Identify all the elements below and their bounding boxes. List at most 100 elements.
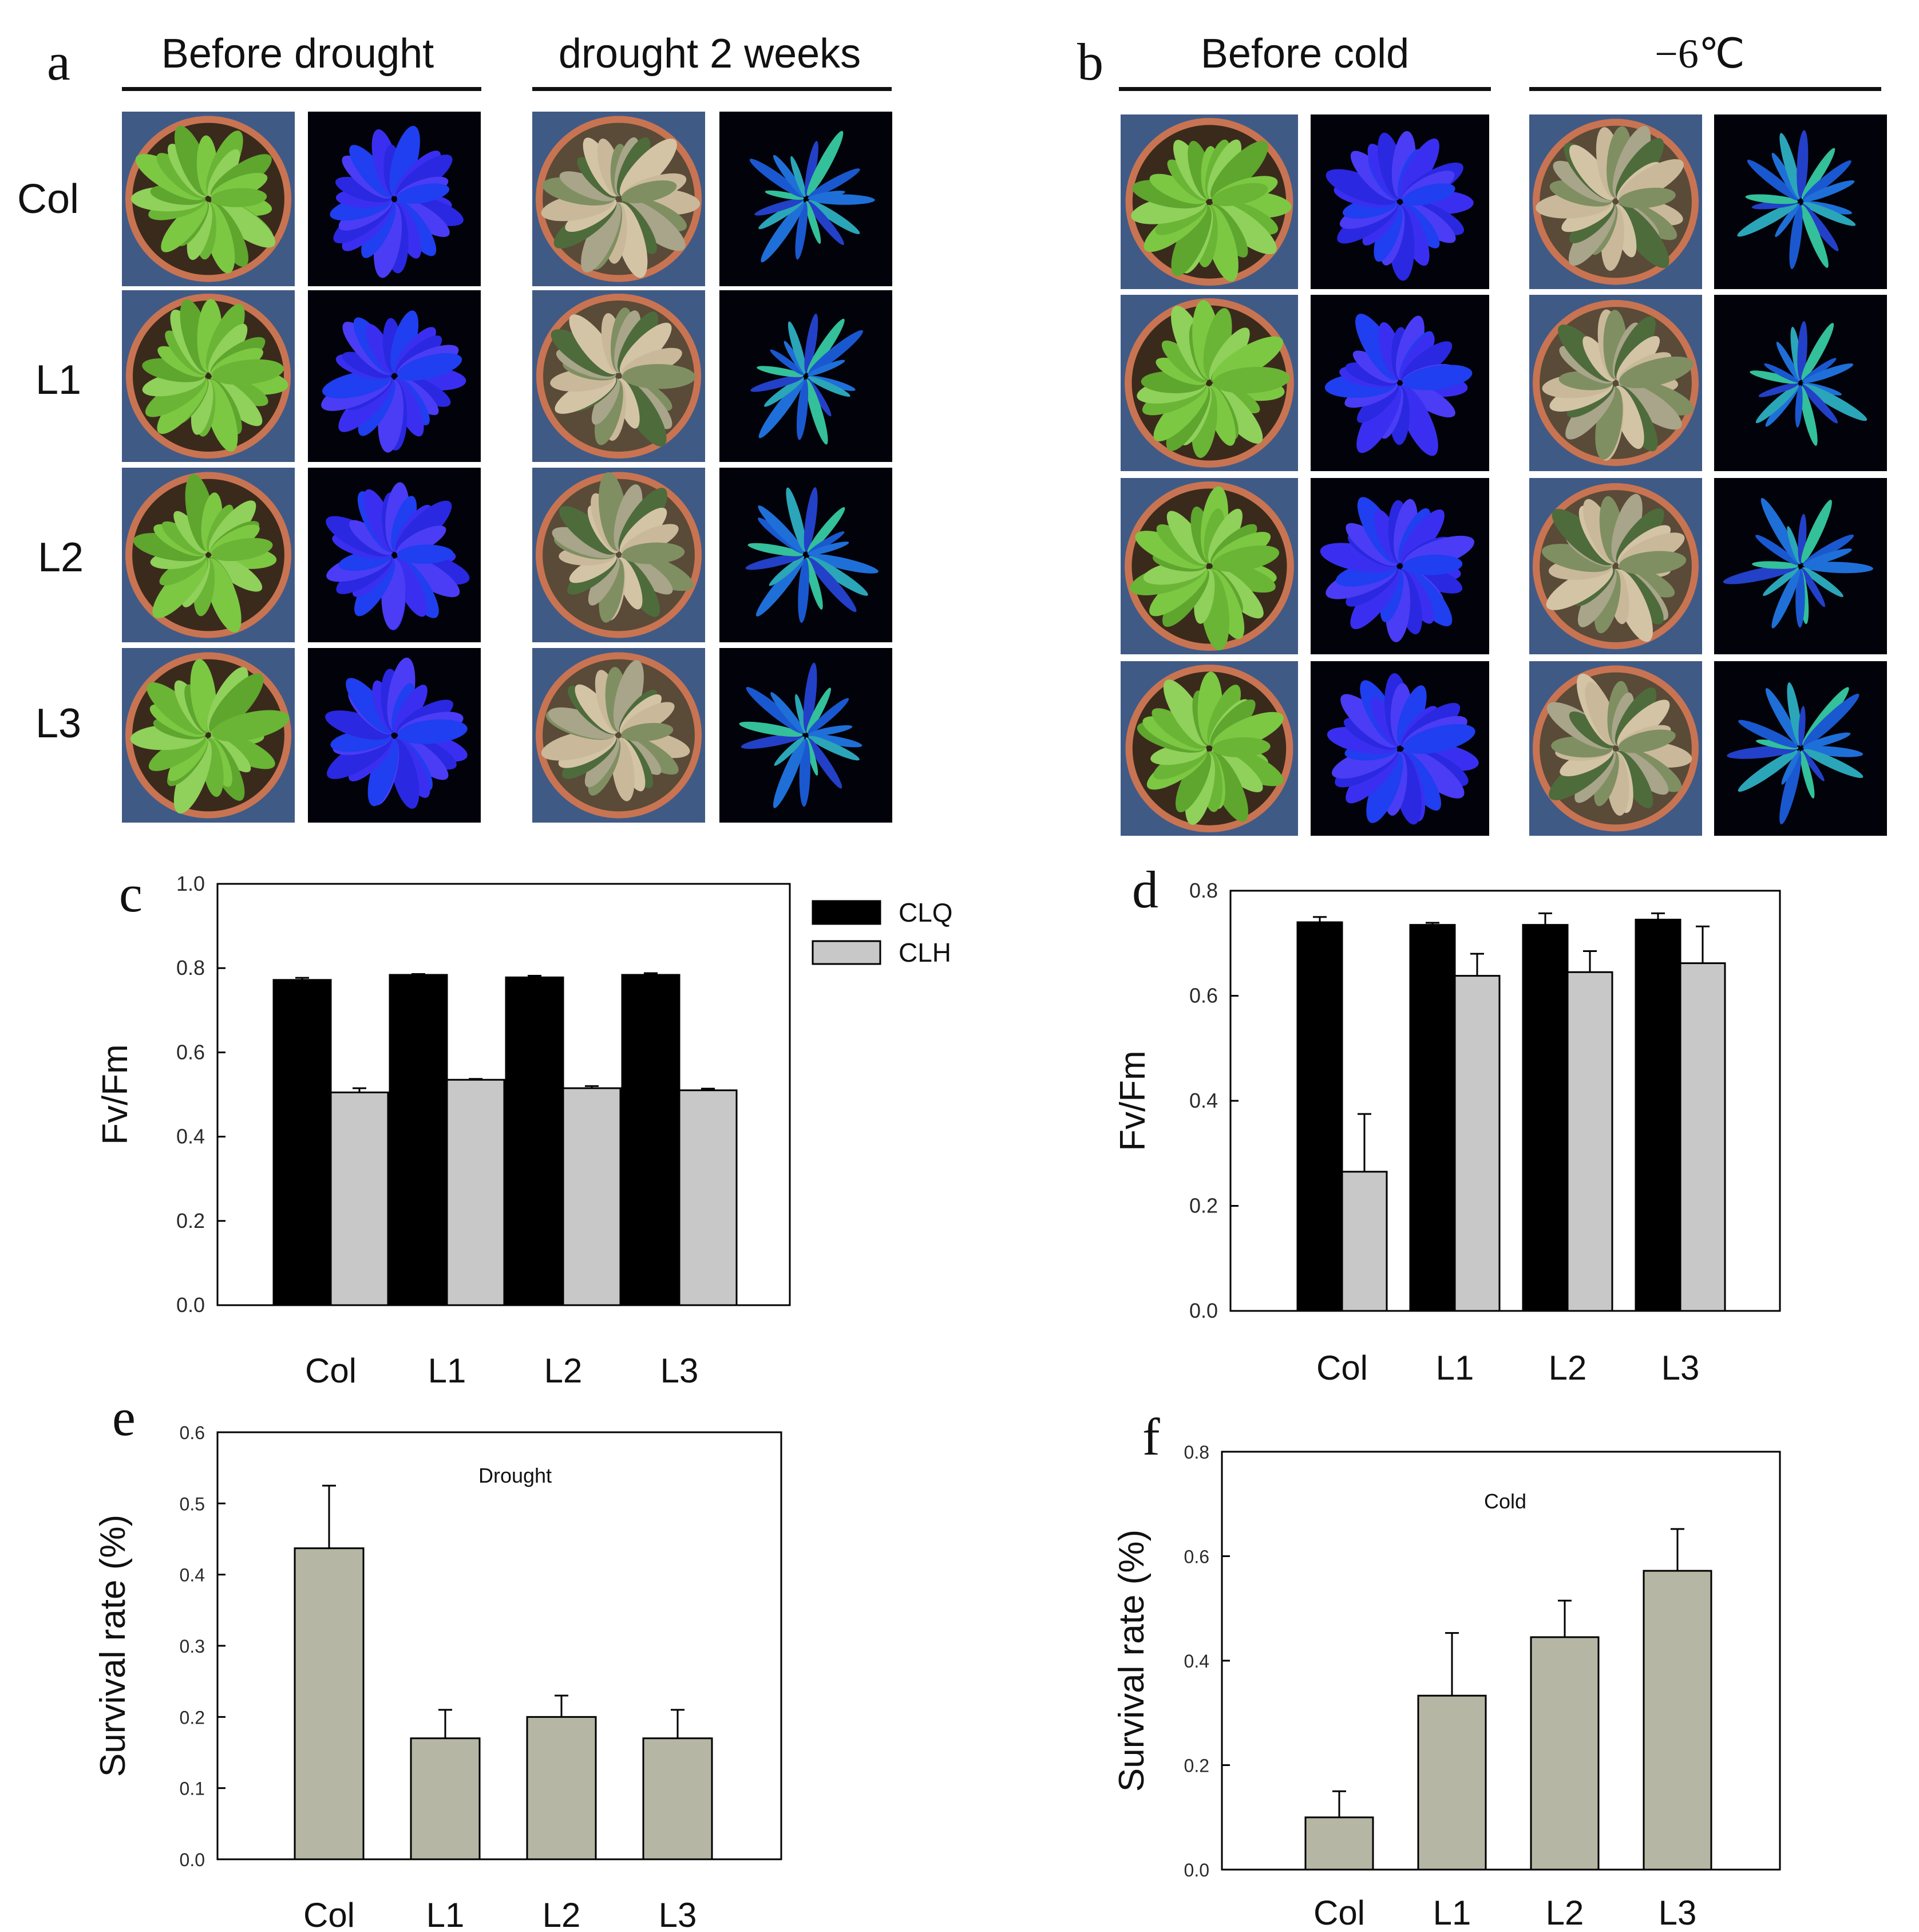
bar: [1566, 971, 1613, 1312]
bar: [330, 1091, 389, 1306]
y-tick-label: 0.2: [180, 1707, 205, 1728]
bar: [1679, 962, 1726, 1312]
bar: [446, 1078, 505, 1306]
y-axis-label: Fv/Fm: [96, 1044, 135, 1145]
y-axis-label: Survival rate (%): [93, 1515, 133, 1777]
tile-a-l3-drought-2-weeks-photo: [532, 648, 705, 823]
bar: [678, 1089, 738, 1306]
bar: [1643, 1570, 1712, 1871]
y-axis-label: Fv/Fm: [1113, 1050, 1153, 1151]
tile-b-col-before-cold-photo: [1121, 114, 1298, 289]
tile-a-col-before-drought-fluorescence: [308, 112, 481, 286]
y-tick-label: 0.8: [176, 956, 205, 979]
y-tick-label: 0.4: [180, 1565, 205, 1586]
tile-a-l3-before-drought-fluorescence: [308, 648, 481, 823]
x-tick-label: L2: [544, 1352, 583, 1390]
y-tick-label: 0.6: [180, 1423, 205, 1443]
bar: [1522, 924, 1569, 1312]
x-tick-label: Col: [305, 1352, 357, 1390]
y-tick-label: 1.0: [176, 872, 205, 895]
tile-a-col-drought-2-weeks-photo: [532, 112, 705, 286]
condition-label-before-cold: Before cold: [1200, 31, 1410, 77]
tile-b-col-minus-6c-fluorescence: [1714, 114, 1887, 289]
tile-b-l3-minus-6c-photo: [1529, 661, 1702, 836]
panel-letter-d: d: [1132, 860, 1158, 919]
y-tick-label: 0.2: [1184, 1756, 1209, 1776]
tile-a-l3-before-drought-photo: [122, 648, 295, 823]
y-tick-label: 0.0: [176, 1293, 205, 1317]
bar: [1417, 1694, 1487, 1871]
x-tick-label: L3: [660, 1352, 699, 1390]
y-tick-label: 0.1: [180, 1779, 205, 1799]
row-label-l1: L1: [35, 357, 82, 403]
tile-b-l2-minus-6c-photo: [1529, 478, 1702, 654]
tile-a-l1-before-drought-fluorescence: [308, 290, 481, 462]
tile-b-l1-before-cold-photo: [1121, 295, 1298, 471]
chart-c-fvfm-drought: 0.0 0.2 0.4 0.6 0.8 1.0 Col L1 L2 L3 Fv/Fm CLQ CLH: [96, 872, 953, 1390]
condition-rule-drought-2-weeks: [532, 87, 892, 91]
y-axis-label: Survival rate (%): [1112, 1530, 1152, 1792]
tile-b-col-before-cold-fluorescence: [1311, 114, 1489, 289]
tile-b-l2-before-cold-photo: [1121, 478, 1298, 654]
condition-rule-minus-6c: [1529, 87, 1881, 91]
bar: [389, 974, 448, 1306]
x-tick-label: L2: [1546, 1894, 1584, 1932]
x-tick-label: L2: [1549, 1349, 1587, 1387]
tile-a-l2-before-drought-photo: [122, 468, 295, 642]
row-label-col: Col: [17, 176, 80, 222]
condition-label-before-drought: Before drought: [161, 31, 434, 77]
bar: [410, 1737, 481, 1860]
tile-b-l1-before-cold-fluorescence: [1311, 295, 1489, 471]
bar: [1296, 921, 1343, 1312]
tile-a-l1-drought-2-weeks-photo: [532, 290, 705, 462]
tile-a-col-drought-2-weeks-fluorescence: [719, 112, 892, 286]
y-tick-label: 0.3: [180, 1636, 205, 1657]
panel-letter-a: a: [47, 33, 70, 91]
tile-a-l1-before-drought-photo: [122, 290, 295, 462]
bar: [1304, 1816, 1374, 1871]
chart-e-survival-drought: 0.0 0.1 0.2 0.3 0.4 0.5 0.6 Col L1 L2 L3 Survival r…: [93, 1423, 782, 1932]
bar: [505, 976, 564, 1306]
y-tick-label: 0.6: [1184, 1547, 1209, 1567]
row-label-l2: L2: [38, 535, 84, 580]
y-tick-label: 0.6: [1189, 984, 1218, 1008]
panel-letter-c: c: [119, 864, 143, 923]
legend-swatch-clq: [812, 900, 881, 925]
bar: [1530, 1636, 1600, 1871]
tile-a-l2-before-drought-fluorescence: [308, 468, 481, 642]
y-tick-label: 0.4: [1184, 1651, 1209, 1672]
condition-label-drought-2-weeks: drought 2 weeks: [558, 31, 861, 77]
bar: [642, 1737, 713, 1860]
tile-a-l2-drought-2-weeks-fluorescence: [719, 468, 892, 642]
x-tick-label: Col: [1316, 1349, 1368, 1387]
chart-annotation: Cold: [1484, 1490, 1526, 1513]
tile-b-l3-before-cold-photo: [1121, 661, 1298, 836]
tile-b-l1-minus-6c-photo: [1529, 295, 1702, 471]
panel-letter-b: b: [1077, 33, 1103, 91]
bar: [1341, 1171, 1388, 1312]
x-tick-label: L2: [543, 1896, 581, 1932]
y-tick-label: 0.8: [1189, 879, 1218, 902]
chart-d-fvfm-cold: 0.0 0.2 0.4 0.6 0.8 Col L1 L2 L3 Fv/Fm: [1113, 879, 1781, 1387]
y-tick-label: 0.0: [1189, 1299, 1218, 1322]
x-tick-label: L3: [1659, 1894, 1697, 1932]
y-tick-label: 0.5: [180, 1494, 205, 1514]
condition-rule-before-cold: [1119, 87, 1491, 91]
y-tick-label: 0.8: [1184, 1442, 1209, 1463]
row-label-l3: L3: [35, 701, 82, 746]
bar: [294, 1547, 365, 1860]
y-tick-label: 0.4: [1189, 1089, 1218, 1112]
x-tick-label: Col: [1313, 1894, 1365, 1932]
bar: [621, 974, 680, 1306]
x-tick-label: L3: [659, 1896, 697, 1932]
tile-b-l3-minus-6c-fluorescence: [1714, 661, 1887, 836]
x-tick-label: L1: [428, 1352, 466, 1390]
bar: [1635, 918, 1681, 1312]
tile-a-l3-drought-2-weeks-fluorescence: [719, 648, 892, 823]
x-tick-label: L3: [1661, 1349, 1700, 1387]
tile-a-l1-drought-2-weeks-fluorescence: [719, 290, 892, 462]
panel-letter-e: e: [112, 1388, 136, 1447]
tile-a-col-before-drought-photo: [122, 112, 295, 286]
chart-annotation: Drought: [478, 1464, 552, 1487]
y-tick-label: 0.0: [1184, 1860, 1209, 1880]
